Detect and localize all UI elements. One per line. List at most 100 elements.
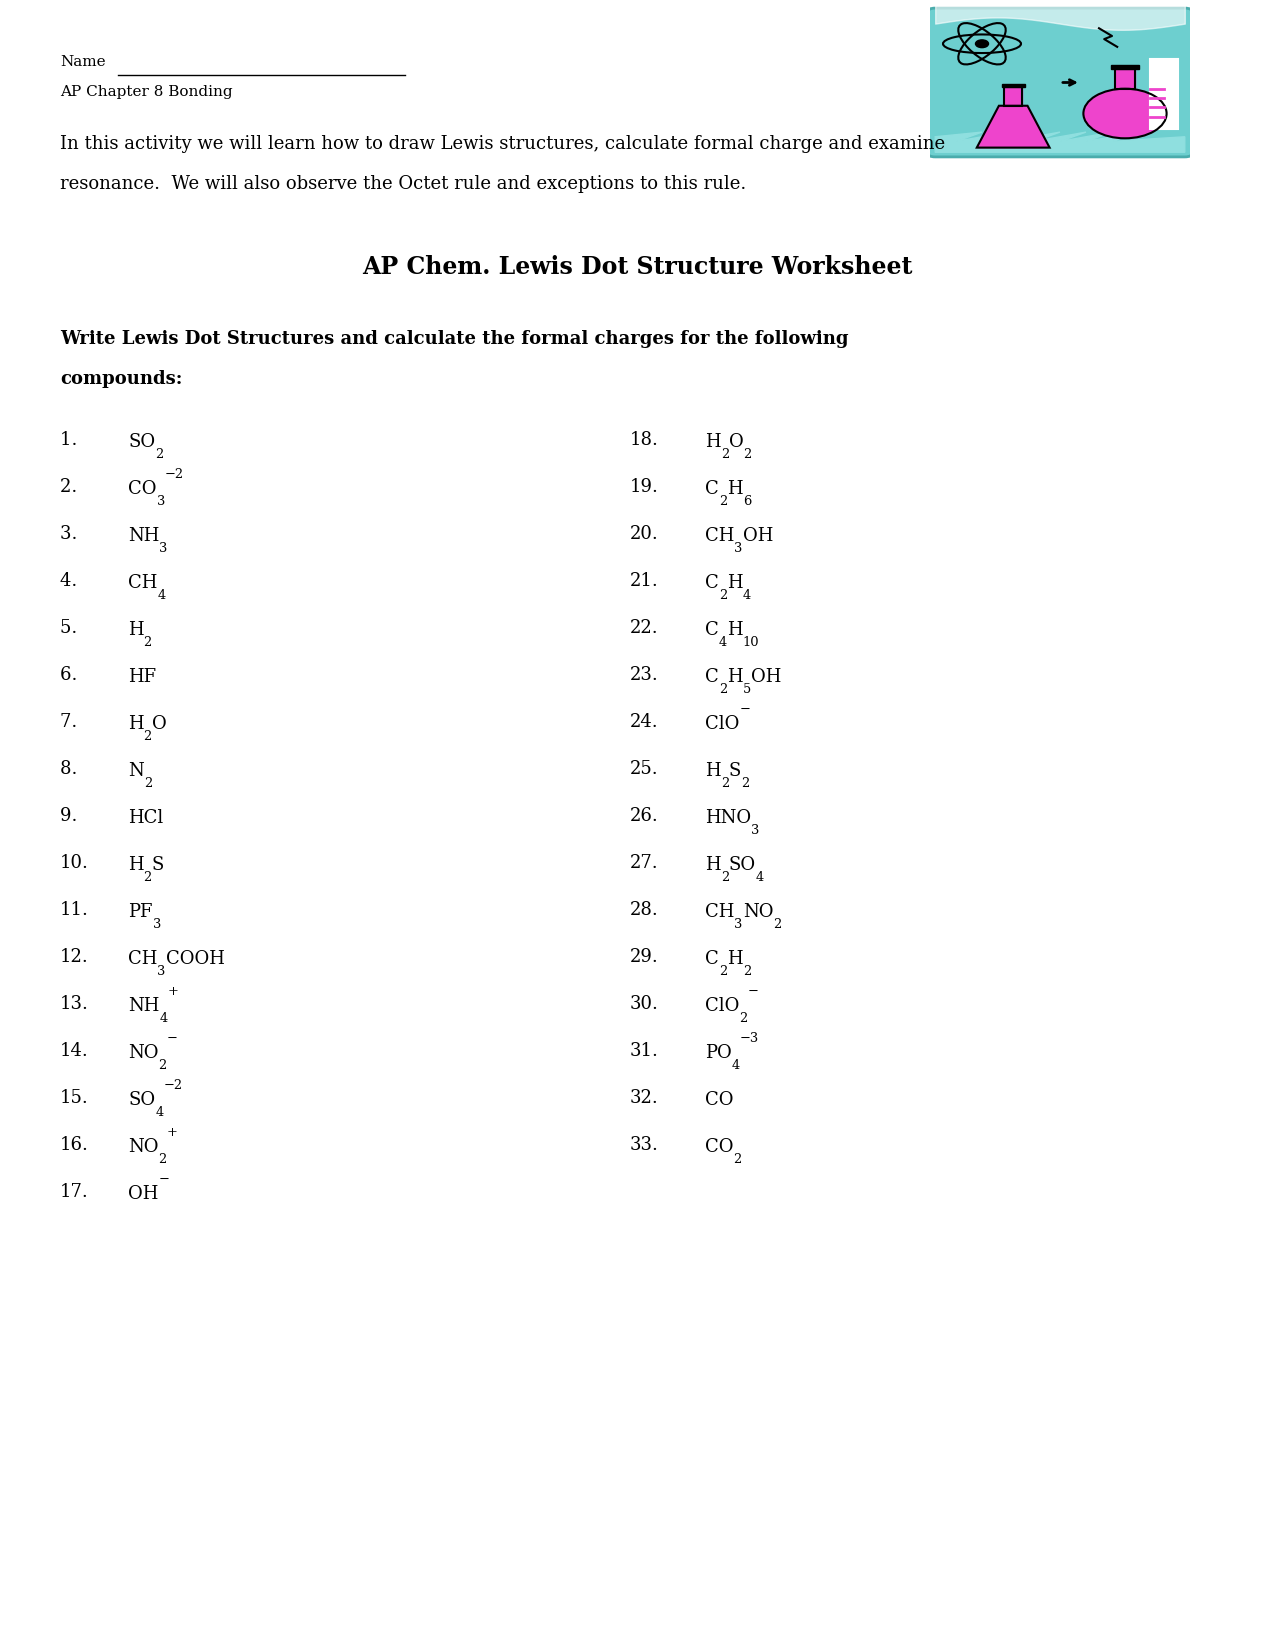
Text: H: H <box>727 480 742 499</box>
Text: 26.: 26. <box>630 807 659 826</box>
Text: H: H <box>705 763 720 779</box>
Text: 2: 2 <box>144 636 152 649</box>
Text: 32.: 32. <box>630 1090 659 1108</box>
Text: 21.: 21. <box>630 571 659 589</box>
Text: 17.: 17. <box>60 1184 89 1200</box>
Text: 4: 4 <box>756 872 764 883</box>
Text: SO: SO <box>128 433 156 451</box>
Text: 4: 4 <box>732 1058 739 1071</box>
Text: 7.: 7. <box>60 713 89 731</box>
Text: 2: 2 <box>741 778 750 789</box>
Text: C: C <box>705 575 719 593</box>
Text: −3: −3 <box>740 1032 759 1045</box>
Text: CH: CH <box>705 903 734 921</box>
Text: 25.: 25. <box>630 759 659 778</box>
Text: 2: 2 <box>742 964 751 977</box>
Text: 2: 2 <box>144 872 152 883</box>
Text: HF: HF <box>128 669 156 687</box>
Text: CH: CH <box>128 575 157 593</box>
Text: 18.: 18. <box>630 431 659 449</box>
Text: 2: 2 <box>719 964 727 977</box>
Text: Write Lewis Dot Structures and calculate the formal charges for the following: Write Lewis Dot Structures and calculate… <box>60 330 848 348</box>
Text: 2: 2 <box>719 589 727 603</box>
Text: C: C <box>705 669 719 687</box>
Text: 2: 2 <box>720 447 729 461</box>
Text: AP Chapter 8 Bonding: AP Chapter 8 Bonding <box>60 84 232 99</box>
Text: 23.: 23. <box>630 665 659 684</box>
Text: COOH: COOH <box>166 949 224 967</box>
Text: 2: 2 <box>719 684 727 697</box>
Text: NO: NO <box>743 903 773 921</box>
Text: HCl: HCl <box>128 809 163 827</box>
Text: 14.: 14. <box>60 1042 89 1060</box>
Text: 2: 2 <box>144 778 152 789</box>
Text: C: C <box>705 621 719 639</box>
Text: H: H <box>727 669 742 687</box>
Text: OH: OH <box>743 527 773 545</box>
Text: 2.: 2. <box>60 479 89 495</box>
Text: −2: −2 <box>164 467 184 480</box>
Text: AP Chem. Lewis Dot Structure Worksheet: AP Chem. Lewis Dot Structure Worksheet <box>362 254 913 279</box>
Text: 11.: 11. <box>60 901 89 920</box>
Text: ClO: ClO <box>705 715 739 733</box>
Text: 2: 2 <box>156 447 163 461</box>
Text: 4: 4 <box>742 589 751 603</box>
Text: PF: PF <box>128 903 153 921</box>
Text: 5: 5 <box>742 684 751 697</box>
Text: CH: CH <box>128 949 157 967</box>
Text: C: C <box>705 949 719 967</box>
Text: H: H <box>705 855 720 873</box>
Text: H: H <box>727 621 742 639</box>
Text: 22.: 22. <box>630 619 659 637</box>
Bar <box>1114 69 1136 89</box>
Text: 28.: 28. <box>630 901 659 920</box>
Text: 2: 2 <box>743 447 752 461</box>
Text: 4: 4 <box>719 636 727 649</box>
Text: In this activity we will learn how to draw Lewis structures, calculate formal ch: In this activity we will learn how to dr… <box>60 135 945 154</box>
Text: 3: 3 <box>157 964 166 977</box>
Text: 1.: 1. <box>60 431 89 449</box>
Text: 33.: 33. <box>630 1136 659 1154</box>
Text: 6: 6 <box>742 495 751 509</box>
Text: 9.: 9. <box>60 807 89 826</box>
Text: CH: CH <box>705 527 734 545</box>
Text: OH: OH <box>128 1185 158 1204</box>
Text: 29.: 29. <box>630 948 659 966</box>
Text: 10: 10 <box>742 636 759 649</box>
Text: 27.: 27. <box>630 854 659 872</box>
Text: H: H <box>128 621 144 639</box>
Text: −2: −2 <box>163 1080 182 1091</box>
Bar <box>1114 69 1136 89</box>
Bar <box>1001 84 1025 88</box>
Text: 4: 4 <box>159 1012 167 1025</box>
Text: O: O <box>152 715 167 733</box>
Text: 2: 2 <box>720 872 729 883</box>
Text: resonance.  We will also observe the Octet rule and exceptions to this rule.: resonance. We will also observe the Octe… <box>60 175 746 193</box>
Text: OH: OH <box>751 669 782 687</box>
Text: SO: SO <box>729 855 756 873</box>
Text: 10.: 10. <box>60 854 89 872</box>
Text: O: O <box>729 433 743 451</box>
Text: CO: CO <box>128 480 157 499</box>
Bar <box>1005 88 1023 106</box>
Text: −: − <box>747 986 759 997</box>
Circle shape <box>975 40 988 48</box>
Text: 16.: 16. <box>60 1136 89 1154</box>
Text: 15.: 15. <box>60 1090 89 1108</box>
FancyBboxPatch shape <box>927 8 1192 157</box>
Text: 30.: 30. <box>630 996 659 1014</box>
Text: ClO: ClO <box>705 997 739 1015</box>
Text: 13.: 13. <box>60 996 89 1014</box>
Text: 2: 2 <box>144 730 152 743</box>
Polygon shape <box>977 106 1049 147</box>
Text: 4: 4 <box>156 1106 163 1119</box>
Polygon shape <box>935 132 1184 152</box>
Text: 3: 3 <box>153 918 161 931</box>
Text: S: S <box>152 855 164 873</box>
Text: HNO: HNO <box>705 809 751 827</box>
Text: 2: 2 <box>720 778 729 789</box>
Text: H: H <box>128 715 144 733</box>
Text: 3: 3 <box>734 918 743 931</box>
Bar <box>1150 59 1178 129</box>
Text: 6.: 6. <box>60 665 89 684</box>
